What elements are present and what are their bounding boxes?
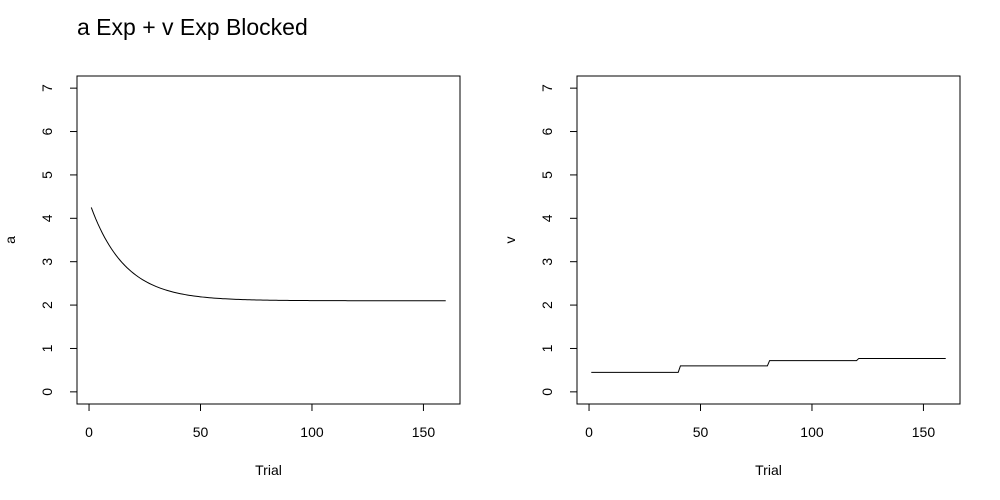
y-axis-label: a [2, 236, 18, 244]
figure-title: a Exp + v Exp Blocked [77, 14, 308, 40]
y-tick-label: 6 [539, 127, 555, 135]
x-tick-label: 150 [412, 424, 436, 440]
y-tick-label: 7 [39, 84, 55, 92]
x-tick-label: 100 [800, 424, 824, 440]
y-tick-label: 0 [539, 388, 555, 396]
x-tick-label: 150 [912, 424, 936, 440]
y-axis-label: v [502, 237, 518, 244]
panel-v: 0 50 100 150 0 1 2 3 4 5 6 7 Trial v [502, 75, 961, 478]
series-line-v [591, 357, 946, 373]
y-tick-label: 2 [39, 301, 55, 309]
x-axis-label: Trial [255, 462, 282, 478]
y-tick-label: 2 [539, 301, 555, 309]
y-tick-label: 6 [39, 127, 55, 135]
plot-frame [76, 75, 461, 405]
y-tick-label: 4 [39, 214, 55, 222]
y-tick-label: 4 [539, 214, 555, 222]
x-tick-label: 0 [85, 424, 93, 440]
y-tick-label: 3 [39, 258, 55, 266]
x-axis-label: Trial [755, 462, 782, 478]
y-tick-label: 5 [539, 171, 555, 179]
y-tick-label: 7 [539, 84, 555, 92]
x-tick-label: 100 [300, 424, 324, 440]
y-tick-label: 3 [539, 258, 555, 266]
series-line-a [90, 207, 446, 302]
plot-frame [576, 75, 961, 405]
y-tick-label: 1 [39, 344, 55, 352]
panel-a: 0 50 100 150 0 1 2 3 4 5 6 7 Trial a [2, 75, 461, 478]
x-tick-label: 0 [585, 424, 593, 440]
y-tick-label: 0 [39, 388, 55, 396]
x-tick-label: 50 [193, 424, 209, 440]
y-tick-label: 1 [539, 344, 555, 352]
x-tick-label: 50 [693, 424, 709, 440]
y-tick-label: 5 [39, 171, 55, 179]
